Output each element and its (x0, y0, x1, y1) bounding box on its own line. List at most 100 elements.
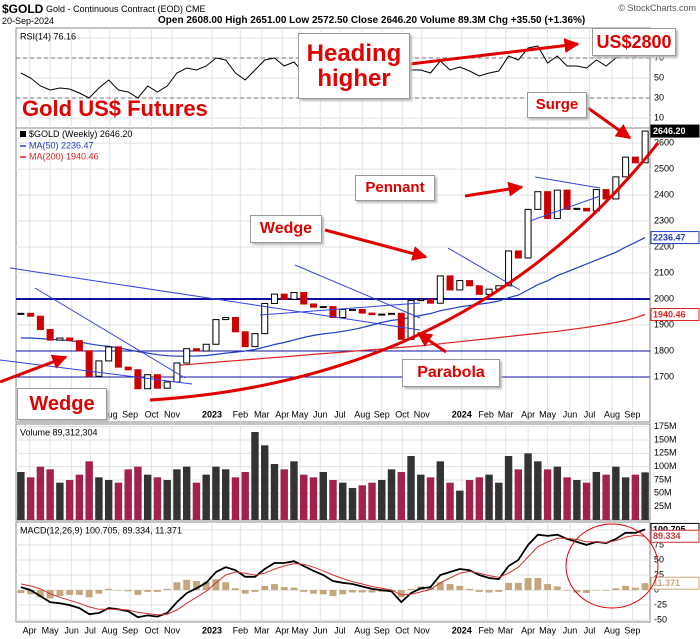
volume-bar (241, 472, 249, 520)
x-tick-label: Sep (374, 409, 390, 419)
moving-average (20, 237, 646, 357)
candle (202, 343, 210, 352)
y-tick-label: 70 (654, 52, 664, 62)
date: 20-Sep-2024 (2, 16, 55, 26)
volume-bar (222, 469, 230, 520)
volume-bar (56, 482, 64, 520)
value-tag (650, 576, 700, 590)
y-tick-label: 125M (654, 448, 677, 458)
candle (631, 156, 639, 164)
y-tick-label: 50 (654, 554, 664, 564)
candle (270, 293, 278, 304)
volume-bar (85, 461, 93, 520)
symbol: $GOLD (2, 2, 44, 16)
histogram-bar (280, 587, 288, 591)
candle (231, 317, 239, 333)
highlight-circle (565, 523, 659, 609)
y-tick-label: 1700 (654, 371, 674, 381)
volume-bar (75, 474, 84, 520)
arrow (416, 331, 447, 354)
volume-bar (514, 469, 523, 520)
trendline (34, 287, 186, 379)
value-tag (650, 124, 700, 138)
volume-bar (417, 474, 425, 520)
histogram-bar (466, 588, 473, 591)
candle (183, 348, 191, 364)
volume-bar (114, 482, 123, 520)
candle (17, 312, 25, 315)
candle (212, 319, 220, 345)
y-tick-label: 2600 (654, 137, 674, 147)
x-tick-label: Jul (334, 625, 346, 635)
candle (641, 130, 649, 164)
histogram-bar (407, 588, 415, 591)
annotation: Wedge (17, 388, 107, 420)
candle (134, 369, 142, 390)
candle (192, 348, 200, 352)
x-tick-label: Feb (233, 409, 249, 419)
histogram-bar (495, 590, 503, 592)
volume-bar (348, 488, 357, 520)
x-tick-label: Apr (521, 625, 535, 635)
histogram-bar (319, 590, 327, 595)
candle (163, 381, 171, 389)
histogram-bar (46, 590, 54, 599)
histogram-bar (505, 582, 512, 591)
x-tick-label: Jul (334, 409, 346, 419)
volume-bar (378, 480, 386, 520)
histogram-bar (271, 584, 278, 591)
volume-bar (134, 466, 142, 520)
annotation: Surge (527, 92, 587, 118)
volume-bar (495, 482, 503, 520)
x-tick-label: 2024 (452, 625, 472, 635)
candle (602, 189, 610, 200)
volume-bar (36, 466, 45, 520)
trendline (259, 302, 421, 316)
value-tag-label: 2646.20 (653, 126, 686, 136)
x-tick-label: Aug (102, 625, 118, 635)
x-tick-label: May (291, 409, 309, 419)
histogram-bar (300, 590, 308, 592)
histogram-bar (573, 590, 581, 593)
arrow (587, 106, 632, 140)
arrow (324, 228, 428, 261)
x-tick-label: Aug (604, 625, 620, 635)
volume-bar (553, 466, 562, 520)
x-tick-label: Nov (414, 409, 431, 419)
candle (553, 189, 561, 219)
instrument-name: Gold - Continuous Contract (EOD) CME (46, 4, 206, 14)
value-tag-label: 89.334 (653, 531, 681, 541)
candle (456, 280, 464, 291)
histogram-bar (397, 590, 405, 598)
histogram-bar (583, 590, 591, 594)
volume-bar (143, 474, 152, 520)
x-tick-label: May (291, 625, 309, 635)
x-tick-label: Feb (478, 409, 494, 419)
volume-bar (563, 477, 571, 520)
histogram-bar (329, 590, 337, 597)
chart-title: Gold US$ Futures (22, 96, 208, 121)
histogram-bar (105, 588, 113, 591)
histogram-bar (544, 584, 551, 591)
trendline (534, 176, 601, 189)
volume-bar (280, 469, 288, 520)
x-tick-label: May (539, 409, 557, 419)
candle (417, 298, 425, 302)
histogram-bar (17, 590, 25, 594)
histogram-bar (446, 584, 454, 591)
x-tick-label: Sep (374, 625, 390, 635)
y-tick-label: 1900 (654, 319, 674, 329)
volume-bar (641, 472, 649, 520)
volume-bar (290, 461, 298, 520)
x-tick-label: Sep (624, 625, 640, 635)
histogram-bar (144, 590, 152, 592)
y-tick-label: 2400 (654, 189, 674, 199)
candle (358, 308, 366, 314)
volume-bar (631, 474, 640, 520)
x-tick-label: Feb (478, 625, 494, 635)
volume-bar (261, 445, 269, 520)
volume-bar (270, 464, 279, 520)
candle (280, 293, 288, 300)
